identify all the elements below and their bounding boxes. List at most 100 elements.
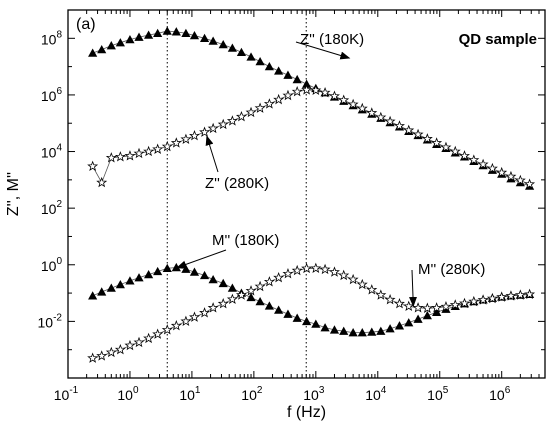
data-point [245,106,257,118]
data-point [432,307,442,316]
data-point [264,301,274,310]
data-point [459,297,470,309]
data-point [124,150,136,161]
data-point [319,263,331,275]
data-point [162,26,172,35]
series-3 [87,262,536,363]
data-point [413,314,423,323]
annotation-arrow [176,249,227,269]
data-point [170,137,182,148]
data-point [282,89,294,101]
panel-label: (a) [76,16,96,33]
data-point [477,158,489,170]
plot-frame [67,9,546,379]
data-point [152,328,164,339]
data-point [217,298,229,309]
data-point [218,39,228,49]
data-point [226,293,238,305]
data-point [375,289,387,300]
data-point [274,305,284,314]
series-1 [87,84,536,189]
data-point [366,284,378,295]
data-point [347,98,359,110]
data-point [440,141,452,153]
data-point [144,269,154,279]
annotation-arrow [205,135,219,173]
y-tick-label: 104 [41,143,63,161]
x-tick-label: 106 [489,385,511,403]
series-line [92,267,530,359]
data-point [171,27,181,36]
data-point [114,343,126,355]
data-point [301,262,313,274]
x-axis-title: f (Hz) [287,404,326,421]
data-point [143,145,155,157]
data-point [207,122,219,134]
x-tick-label: 100 [117,385,139,403]
data-point [347,273,359,285]
data-point [218,278,228,288]
data-point [311,319,321,328]
data-point [283,70,293,79]
data-point [514,174,526,186]
series-0 [88,26,535,190]
data-point [180,133,192,144]
data-point [310,262,322,273]
data-point [431,137,443,148]
data-point [153,28,163,38]
data-point [375,111,387,123]
data-point [496,291,508,302]
data-point [153,266,163,276]
data-point [339,326,349,335]
y-tick-label: 108 [41,29,63,47]
data-point [320,323,330,332]
data-point [235,110,247,122]
data-point [236,47,247,56]
data-point [96,350,108,361]
data-point [273,271,285,283]
y-axis-title: Z'', M'' [5,172,22,216]
annotation-label: M'' (280K) [418,261,485,278]
data-point [255,57,265,66]
data-point [301,84,313,95]
data-point [421,302,433,313]
reference-lines [166,10,307,378]
data-point [367,327,377,336]
data-point [235,289,247,300]
annotation-label: Z'' (280K) [205,175,269,192]
data-point [524,178,536,189]
data-point [246,52,256,61]
x-tick-label: 102 [241,385,263,403]
data-point [496,166,508,178]
data-point [189,311,200,322]
annotations: Z'' (180K) Z'' (280K) M'' (180K) M'' (280K) [176,31,485,307]
x-tick-label: 103 [303,385,325,403]
data-point [133,147,145,159]
data-point [366,107,378,118]
data-point [217,118,229,130]
data-point [189,130,200,141]
data-point [477,294,489,305]
annotation-arrow [295,41,351,60]
sample-label: QD sample [459,31,537,48]
data-point [226,115,238,126]
data-point [319,86,331,98]
annotation-label: M'' (180K) [212,232,279,249]
data-point [505,170,517,182]
data-point [384,294,396,305]
data-point [199,33,210,42]
x-tick-label: 101 [179,385,201,403]
data-point [440,300,452,312]
data-point [161,140,173,152]
data-point [170,320,182,331]
data-point [468,154,480,165]
data-point [97,44,107,54]
series-line [92,89,530,185]
data-point [459,150,470,161]
data-point [208,36,218,45]
annotation-label: Z'' (180K) [300,31,364,48]
data-point [431,302,443,313]
data-point [338,269,350,281]
data-point [376,326,386,335]
